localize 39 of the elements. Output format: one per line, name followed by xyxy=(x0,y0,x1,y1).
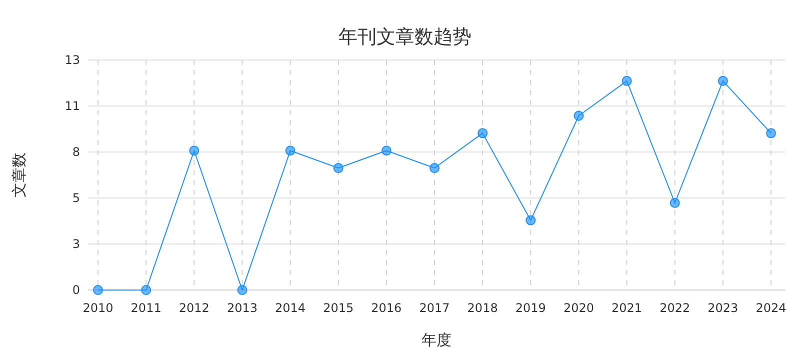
point xyxy=(93,285,103,295)
x-tick-label: 2021 xyxy=(612,301,642,315)
x-tick-label: 2010 xyxy=(82,301,114,315)
x-tick-label: 2012 xyxy=(178,301,210,315)
point xyxy=(526,215,536,226)
point xyxy=(333,163,344,174)
point xyxy=(766,128,776,138)
x-tick-label: 2017 xyxy=(419,301,450,315)
x-tick-label: 2016 xyxy=(371,301,402,315)
x-tick-label: 2014 xyxy=(275,301,306,315)
point xyxy=(430,163,440,174)
chart-title: 年刊文章数趋势 xyxy=(338,26,472,48)
point xyxy=(670,198,680,208)
y-axis-title: 文章数 xyxy=(10,152,28,198)
x-tick-label: 2015 xyxy=(323,301,354,315)
point xyxy=(574,110,584,121)
y-tick-label: 5 xyxy=(72,191,80,205)
y-tick-label: 11 xyxy=(64,99,80,113)
y-tick-label: 3 xyxy=(72,237,80,251)
x-tick-label: 2022 xyxy=(660,301,690,315)
x-tick-label: 2018 xyxy=(467,301,498,315)
x-tick-label: 2019 xyxy=(515,301,546,315)
x-tick-label: 2024 xyxy=(756,301,786,315)
point xyxy=(141,285,152,295)
point xyxy=(478,128,488,138)
point xyxy=(237,285,248,295)
point xyxy=(622,76,632,86)
y-tick-label: 0 xyxy=(72,283,80,297)
x-tick-label: 2011 xyxy=(130,301,162,315)
x-axis-title: 年度 xyxy=(422,331,452,349)
x-tick-label: 2013 xyxy=(226,301,258,315)
point xyxy=(381,146,392,156)
point xyxy=(189,146,200,156)
point xyxy=(718,76,728,86)
x-tick-label: 2020 xyxy=(563,301,594,315)
point xyxy=(285,146,296,156)
y-tick-label: 13 xyxy=(64,53,80,67)
x-tick-label: 2023 xyxy=(708,301,738,315)
y-tick-label: 8 xyxy=(72,145,80,159)
